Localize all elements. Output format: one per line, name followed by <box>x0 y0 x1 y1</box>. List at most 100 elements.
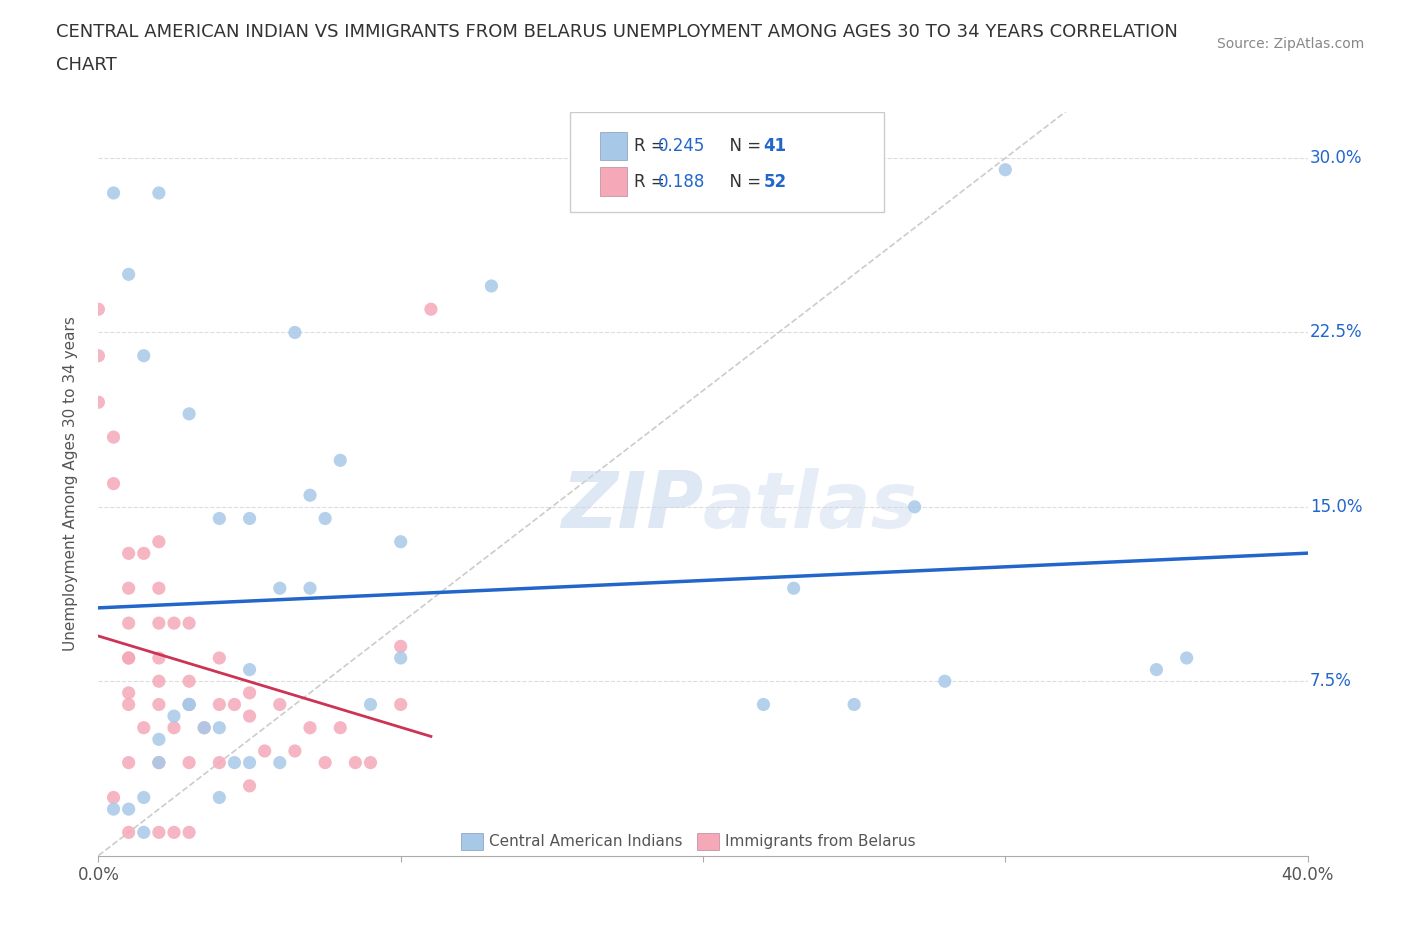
Point <box>329 453 352 468</box>
Point <box>389 698 412 712</box>
Point <box>284 326 307 340</box>
Point <box>208 651 231 666</box>
Point <box>904 499 927 514</box>
Point <box>148 755 170 770</box>
Point <box>148 616 170 631</box>
Point <box>420 301 443 316</box>
Point <box>163 616 186 631</box>
Point <box>132 546 155 561</box>
Point <box>118 546 141 561</box>
FancyBboxPatch shape <box>569 112 884 212</box>
Point <box>284 744 307 759</box>
Point <box>103 802 125 817</box>
Bar <box>600 132 627 160</box>
Text: N =: N = <box>718 173 766 191</box>
Point <box>208 790 231 805</box>
Text: 52: 52 <box>763 173 786 191</box>
Point <box>103 476 125 491</box>
Point <box>193 720 215 735</box>
Text: atlas: atlas <box>703 468 918 544</box>
Bar <box>600 167 627 195</box>
Text: 15.0%: 15.0% <box>1310 498 1362 516</box>
Point <box>253 744 276 759</box>
Point <box>314 512 336 526</box>
Point <box>389 651 412 666</box>
Text: 0.245: 0.245 <box>658 137 706 154</box>
Point <box>389 534 412 549</box>
Point <box>87 301 110 316</box>
Text: 7.5%: 7.5% <box>1310 672 1353 690</box>
Point <box>148 755 170 770</box>
Point <box>118 651 141 666</box>
Point <box>118 755 141 770</box>
Point <box>481 279 503 294</box>
Point <box>87 349 110 364</box>
Point <box>224 755 246 770</box>
Text: CENTRAL AMERICAN INDIAN VS IMMIGRANTS FROM BELARUS UNEMPLOYMENT AMONG AGES 30 TO: CENTRAL AMERICAN INDIAN VS IMMIGRANTS FR… <box>56 23 1178 41</box>
Point <box>239 755 262 770</box>
Point <box>752 698 775 712</box>
Text: 0.188: 0.188 <box>658 173 706 191</box>
Text: Source: ZipAtlas.com: Source: ZipAtlas.com <box>1216 37 1364 51</box>
Bar <box>461 833 482 850</box>
Point <box>239 778 262 793</box>
Point <box>329 720 352 735</box>
Point <box>163 720 186 735</box>
Point <box>118 685 141 700</box>
Point <box>389 639 412 654</box>
Point <box>314 755 336 770</box>
Point <box>344 755 367 770</box>
Point <box>299 580 322 596</box>
Point <box>118 580 141 596</box>
Point <box>239 512 262 526</box>
Text: 41: 41 <box>763 137 786 154</box>
Point <box>148 673 170 688</box>
Point <box>103 430 125 445</box>
Point <box>844 698 866 712</box>
Bar <box>697 833 718 850</box>
Text: ZIP: ZIP <box>561 468 703 544</box>
Point <box>118 802 141 817</box>
Text: Central American Indians: Central American Indians <box>489 834 682 849</box>
Point <box>103 186 125 201</box>
Point <box>118 651 141 666</box>
Point <box>148 186 170 201</box>
Point <box>179 698 201 712</box>
Point <box>179 698 201 712</box>
Point <box>179 406 201 421</box>
Point <box>118 825 141 840</box>
Point <box>118 698 141 712</box>
Text: N =: N = <box>718 137 766 154</box>
Point <box>208 755 231 770</box>
Point <box>1175 651 1198 666</box>
Point <box>239 662 262 677</box>
Point <box>934 673 956 688</box>
Point <box>132 720 155 735</box>
Point <box>208 720 231 735</box>
Point <box>224 698 246 712</box>
Point <box>783 580 806 596</box>
Text: CHART: CHART <box>56 56 117 73</box>
Text: 30.0%: 30.0% <box>1310 149 1362 167</box>
Point <box>360 755 382 770</box>
Point <box>269 698 291 712</box>
Point <box>179 825 201 840</box>
Point <box>179 673 201 688</box>
Point <box>148 651 170 666</box>
Point <box>148 732 170 747</box>
Point <box>360 698 382 712</box>
Point <box>148 580 170 596</box>
Point <box>118 616 141 631</box>
Point <box>118 267 141 282</box>
Point <box>239 685 262 700</box>
Text: Immigrants from Belarus: Immigrants from Belarus <box>724 834 915 849</box>
Point <box>269 580 291 596</box>
Point <box>193 720 215 735</box>
Point <box>179 755 201 770</box>
Point <box>269 755 291 770</box>
Point <box>299 488 322 503</box>
Point <box>132 825 155 840</box>
Point <box>299 720 322 735</box>
Point <box>103 790 125 805</box>
Point <box>132 349 155 364</box>
